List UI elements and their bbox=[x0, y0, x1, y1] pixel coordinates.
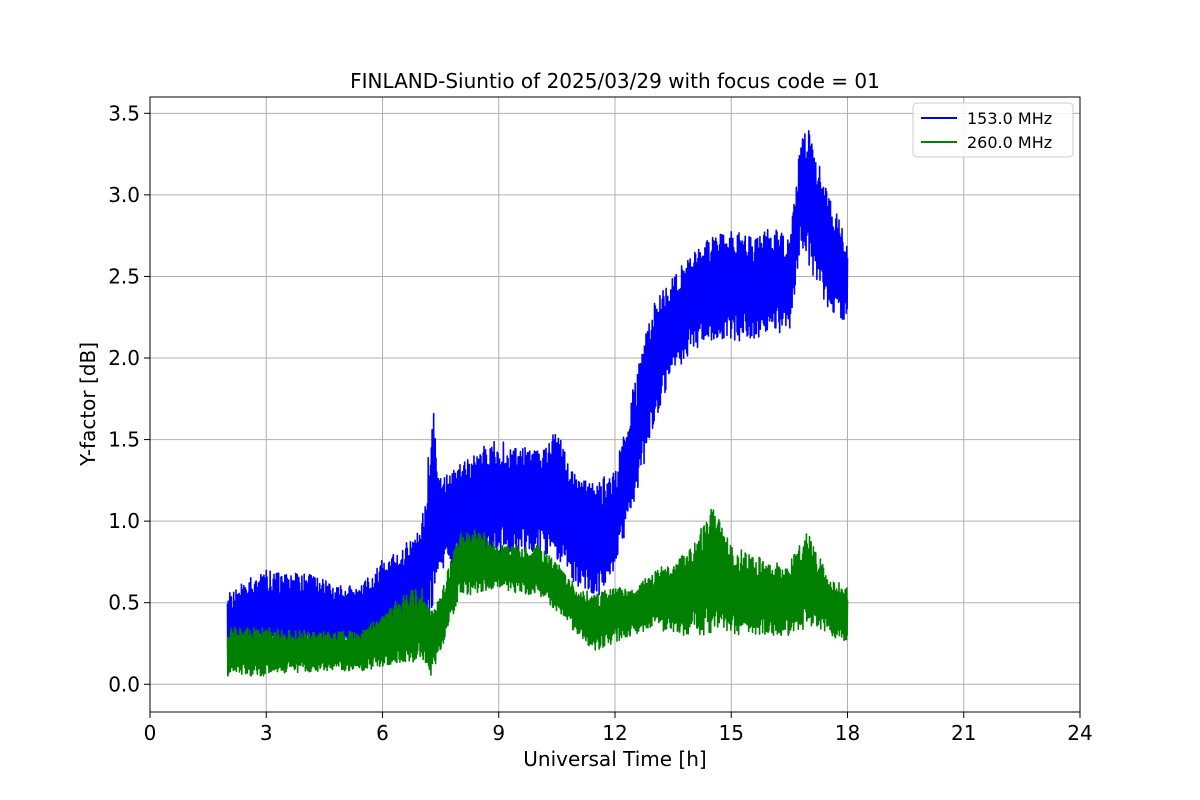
x-tick-label: 21 bbox=[951, 721, 976, 745]
y-tick-label: 3.0 bbox=[108, 183, 140, 207]
y-axis-label: Y-factor [dB] bbox=[76, 342, 100, 467]
x-tick-label: 15 bbox=[719, 721, 744, 745]
x-tick-label: 3 bbox=[260, 721, 273, 745]
y-tick-label: 3.5 bbox=[108, 101, 140, 125]
x-tick-label: 12 bbox=[602, 721, 627, 745]
y-tick-label: 0.5 bbox=[108, 591, 140, 615]
y-tick-label: 0.0 bbox=[108, 672, 140, 696]
x-tick-label: 6 bbox=[376, 721, 389, 745]
tick-layer: 0 3 6 9 12 15 18 21 24 0.0 0.5 1.0 1.5 2.0 2.5 3.0 3.5 bbox=[108, 101, 1093, 745]
series-line-153mhz bbox=[226, 130, 849, 677]
chart-title: FINLAND-Siuntio of 2025/03/29 with focus… bbox=[350, 69, 880, 93]
legend: 153.0 MHz 260.0 MHz bbox=[912, 102, 1074, 158]
y-tick-label: 2.5 bbox=[108, 264, 140, 288]
series-layer bbox=[226, 130, 849, 677]
series-line-260mhz bbox=[226, 508, 849, 677]
y-tick-label: 2.0 bbox=[108, 346, 140, 370]
x-tick-label: 0 bbox=[144, 721, 157, 745]
legend-label: 260.0 MHz bbox=[967, 133, 1052, 152]
legend-label: 153.0 MHz bbox=[967, 109, 1052, 128]
x-axis-label: Universal Time [h] bbox=[523, 747, 706, 771]
y-tick-label: 1.0 bbox=[108, 509, 140, 533]
legend-box bbox=[912, 102, 1074, 158]
y-tick-label: 1.5 bbox=[108, 428, 140, 452]
x-tick-label: 18 bbox=[835, 721, 860, 745]
x-tick-label: 9 bbox=[492, 721, 505, 745]
x-tick-label: 24 bbox=[1067, 721, 1092, 745]
